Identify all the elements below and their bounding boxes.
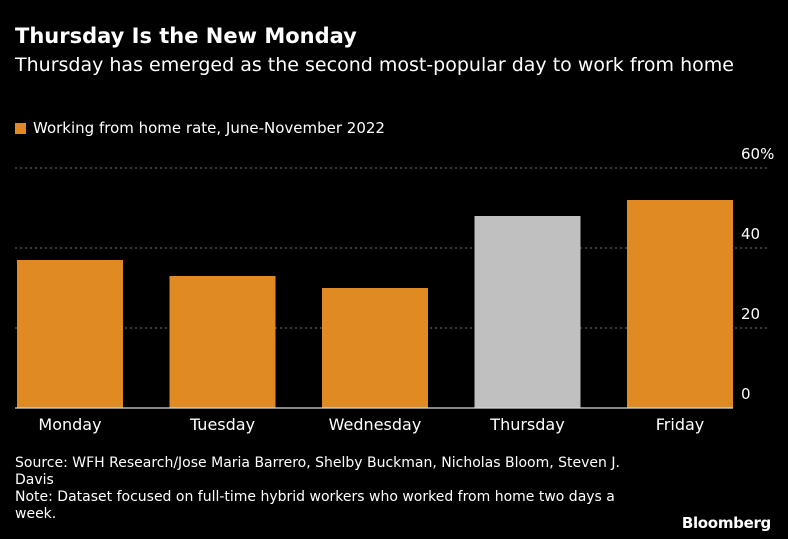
bar-friday (627, 200, 733, 408)
bar-tuesday (169, 276, 276, 408)
y-tick-label: 60% (741, 145, 774, 163)
x-tick-label: Thursday (489, 415, 564, 434)
chart-subtitle: Thursday has emerged as the second most-… (15, 54, 734, 76)
bar-chart: 0 20 40 60% Monday Tuesday Wednesday Thursday Fr… (15, 145, 774, 434)
bar-monday (17, 260, 123, 408)
legend: Working from home rate, June-November 20… (15, 119, 385, 137)
bloomberg-logo: Bloomberg (681, 514, 771, 532)
x-tick-label: Tuesday (189, 415, 255, 434)
note-text: Note: Dataset focused on full-time hybri… (15, 489, 615, 522)
y-tick-label: 40 (741, 225, 760, 243)
source-text: Source: WFH Research/Jose Maria Barrero,… (15, 455, 620, 488)
x-tick-label: Wednesday (329, 415, 422, 434)
bar-thursday (474, 216, 581, 408)
y-tick-label: 20 (741, 305, 760, 323)
chart-title: Thursday Is the New Monday (15, 24, 357, 48)
x-tick-label: Monday (38, 415, 101, 434)
y-tick-label: 0 (741, 385, 751, 403)
bar-wednesday (322, 288, 428, 408)
legend-swatch (15, 122, 26, 134)
x-tick-label: Friday (656, 415, 705, 434)
legend-label: Working from home rate, June-November 20… (33, 119, 385, 137)
